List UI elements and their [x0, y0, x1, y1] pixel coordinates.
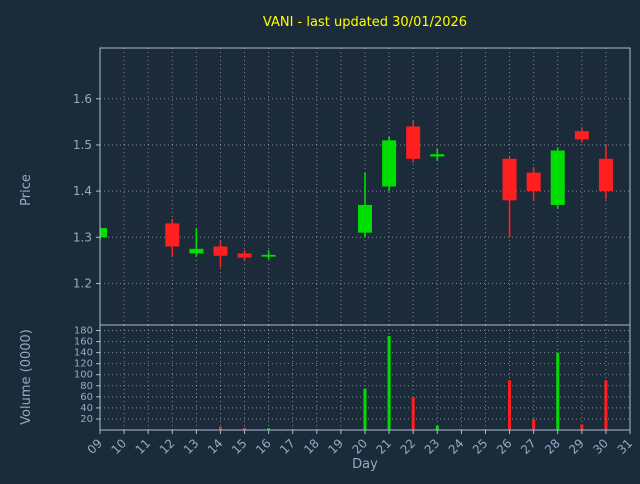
price-tick-label: 1.3 — [73, 230, 92, 244]
candle-body — [261, 254, 276, 257]
candle-body — [526, 172, 541, 192]
volume-tick-label: 20 — [80, 414, 93, 425]
volume-bar — [580, 424, 584, 430]
volume-tick-label: 180 — [74, 326, 93, 337]
volume-bar — [532, 418, 536, 430]
x-axis-label: Day — [352, 457, 378, 472]
volume-bar — [218, 426, 222, 430]
candle-body — [237, 253, 252, 258]
candle-body — [189, 248, 204, 254]
volume-layer — [218, 336, 608, 430]
candle-body — [502, 158, 517, 201]
price-tick-label: 1.2 — [73, 276, 92, 290]
price-axis-label: Price — [19, 174, 34, 206]
candle-body — [382, 140, 397, 187]
volume-tick-label: 80 — [80, 381, 93, 392]
volume-bar — [411, 396, 415, 430]
volume-bar — [508, 380, 512, 430]
candle-body — [358, 204, 372, 233]
volume-bar — [435, 425, 439, 430]
volume-tick-label: 40 — [80, 403, 93, 414]
candle-body — [550, 150, 565, 205]
volume-tick-label: 100 — [74, 370, 93, 381]
candle-body — [574, 131, 589, 140]
candles-layer — [100, 120, 613, 268]
volume-bar — [604, 380, 608, 430]
volume-panel-border — [99, 324, 631, 431]
volume-bar — [363, 388, 367, 430]
candle-body — [430, 154, 445, 157]
candle-body — [598, 158, 613, 192]
volume-tick-label: 140 — [74, 348, 93, 359]
volume-axis-label: Volume (0000) — [19, 329, 34, 425]
axes-layer: 09 10 11 12 13 14 15 16 17 18 19 20 21 22 23 24 25 26 27 28… — [73, 47, 635, 457]
chart-title: VANI - last updated 30/01/2026 — [263, 15, 467, 30]
volume-bar — [556, 352, 560, 430]
volume-tick-label: 120 — [74, 359, 93, 370]
volume-bar — [387, 336, 391, 430]
volume-tick-label: 60 — [80, 392, 93, 403]
candle-body — [100, 228, 107, 238]
volume-tick-label: 160 — [74, 337, 93, 348]
volume-bar — [267, 428, 271, 430]
volume-bar — [243, 427, 247, 430]
candle-body — [406, 126, 421, 159]
price-tick-label: 1.5 — [73, 138, 92, 152]
candle-body — [165, 223, 180, 247]
price-tick-label: 1.6 — [73, 92, 92, 106]
price-tick-label: 1.4 — [73, 184, 92, 198]
candle-body — [213, 246, 228, 256]
